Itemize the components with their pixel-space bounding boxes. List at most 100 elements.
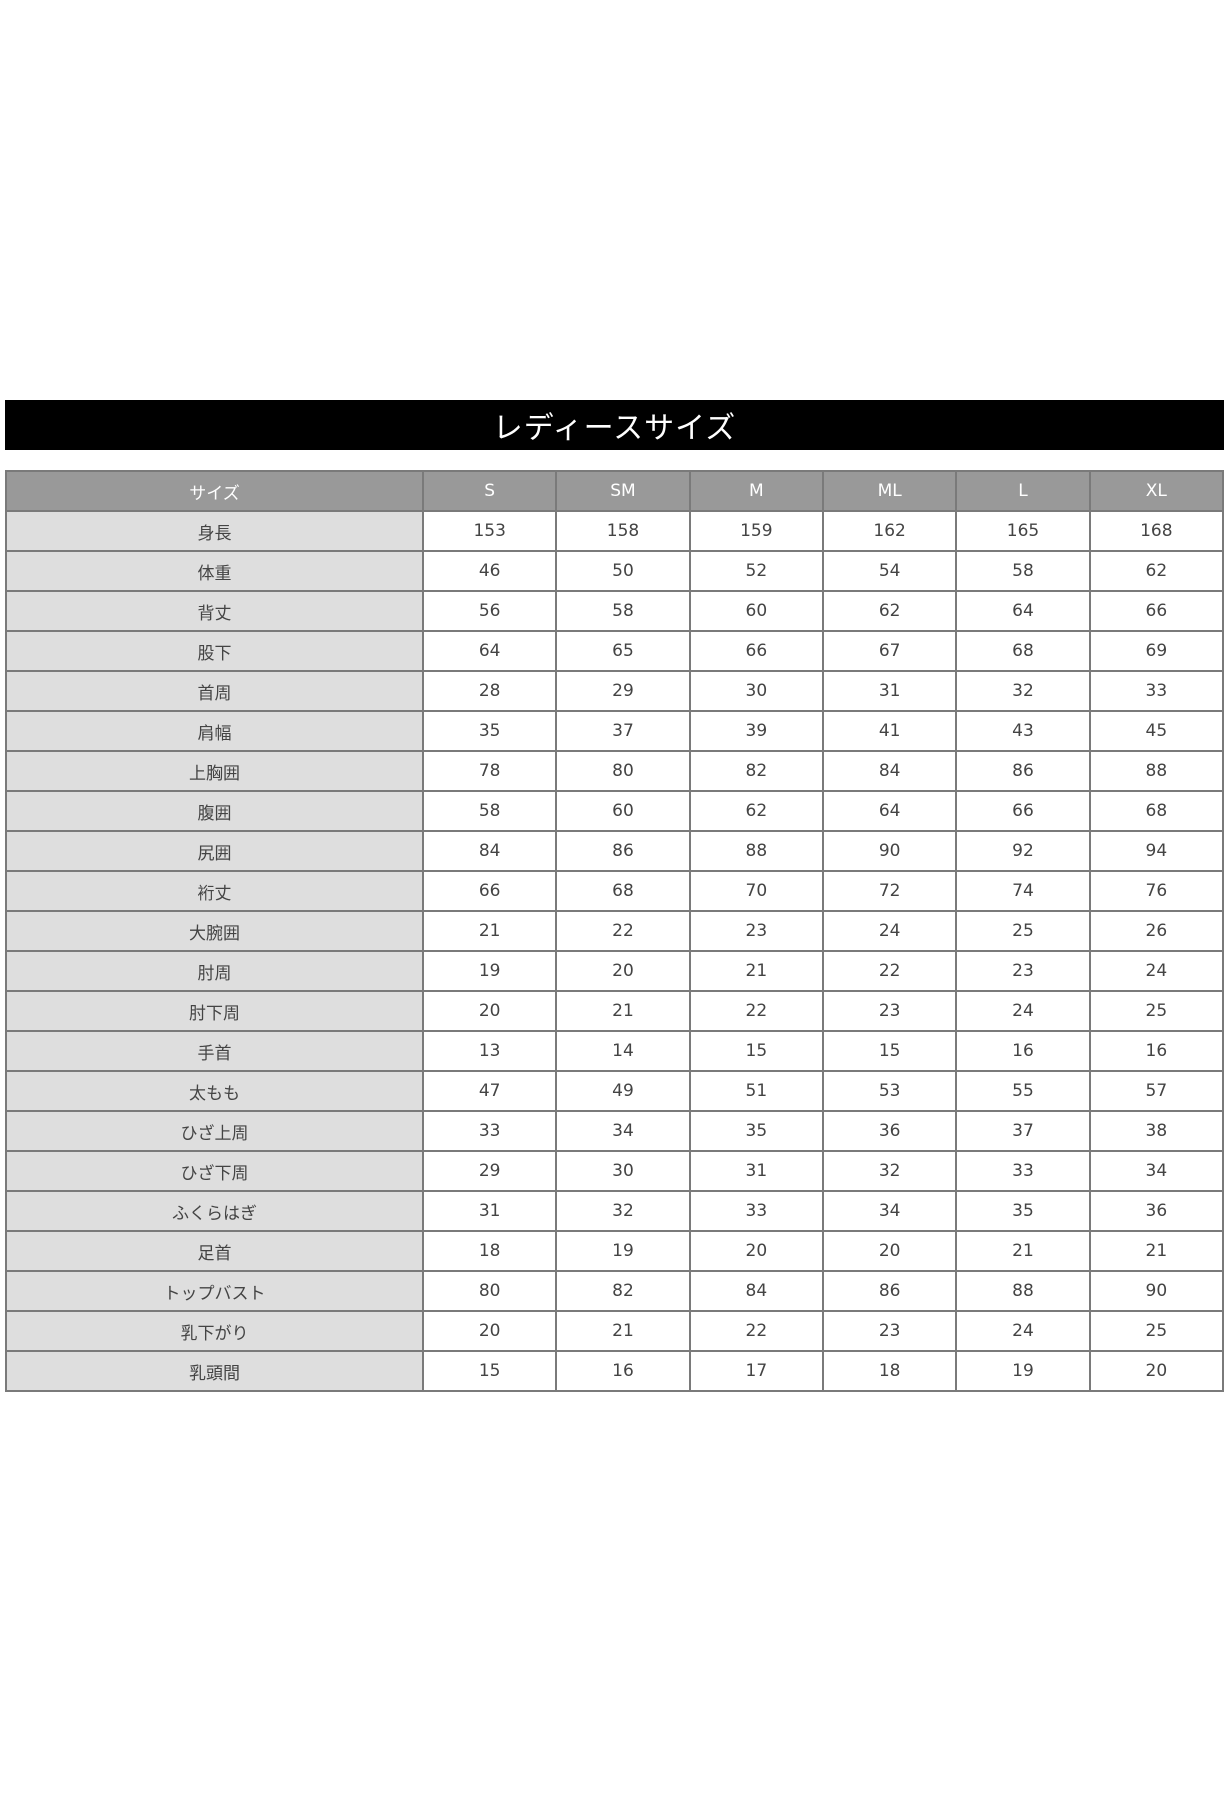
table-cell: 56 — [421, 590, 558, 632]
table-cell: 24 — [821, 910, 958, 952]
table-row: 足首 18 19 20 20 21 21 — [5, 1230, 1225, 1272]
table-cell: 20 — [688, 1230, 824, 1272]
table-cell: 16 — [555, 1350, 691, 1392]
table-row: 身長 153 158 159 162 165 168 — [5, 510, 1225, 552]
table-row: 乳頭間 15 16 17 18 19 20 — [5, 1350, 1225, 1392]
table-cell: 94 — [1088, 830, 1225, 872]
table-cell: 86 — [555, 830, 691, 872]
table-cell: 54 — [821, 550, 958, 592]
table-row: 体重 46 50 52 54 58 62 — [5, 550, 1225, 592]
table-cell: 15 — [421, 1350, 558, 1392]
table-cell: 20 — [421, 1310, 558, 1352]
table-cell: 58 — [955, 550, 1091, 592]
table-cell: 50 — [555, 550, 691, 592]
table-cell: 88 — [955, 1270, 1091, 1312]
table-row: 上胸囲 78 80 82 84 86 88 — [5, 750, 1225, 792]
header-size-label: サイズ — [5, 470, 424, 512]
table-row: 首周 28 29 30 31 32 33 — [5, 670, 1225, 712]
row-label: 肘周 — [5, 950, 424, 992]
table-cell: 23 — [955, 950, 1091, 992]
row-label: 肩幅 — [5, 710, 424, 752]
table-cell: 62 — [1088, 550, 1225, 592]
table-cell: 34 — [821, 1190, 958, 1232]
table-cell: 36 — [1088, 1190, 1225, 1232]
table-row: 背丈 56 58 60 62 64 66 — [5, 590, 1225, 632]
table-cell: 25 — [1088, 1310, 1225, 1352]
table-cell: 29 — [555, 670, 691, 712]
table-cell: 55 — [955, 1070, 1091, 1112]
table-cell: 159 — [688, 510, 824, 552]
table-cell: 34 — [1088, 1150, 1225, 1192]
table-cell: 22 — [821, 950, 958, 992]
row-label: 尻囲 — [5, 830, 424, 872]
row-label: 股下 — [5, 630, 424, 672]
table-row: トップバスト 80 82 84 86 88 90 — [5, 1270, 1225, 1312]
table-cell: 22 — [688, 1310, 824, 1352]
table-cell: 35 — [955, 1190, 1091, 1232]
table-cell: 35 — [688, 1110, 824, 1152]
table-cell: 41 — [821, 710, 958, 752]
table-cell: 16 — [955, 1030, 1091, 1072]
header-size-xl: XL — [1088, 470, 1225, 512]
table-cell: 86 — [955, 750, 1091, 792]
table-cell: 65 — [555, 630, 691, 672]
table-cell: 76 — [1088, 870, 1225, 912]
row-label: 腹囲 — [5, 790, 424, 832]
table-cell: 28 — [421, 670, 558, 712]
table-cell: 22 — [555, 910, 691, 952]
table-row: 肘下周 20 21 22 23 24 25 — [5, 990, 1225, 1032]
table-cell: 18 — [421, 1230, 558, 1272]
row-label: 身長 — [5, 510, 424, 552]
table-cell: 24 — [955, 990, 1091, 1032]
table-cell: 38 — [1088, 1110, 1225, 1152]
table-cell: 35 — [421, 710, 558, 752]
table-row: 尻囲 84 86 88 90 92 94 — [5, 830, 1225, 872]
table-cell: 20 — [821, 1230, 958, 1272]
table-row: ひざ上周 33 34 35 36 37 38 — [5, 1110, 1225, 1152]
table-cell: 72 — [821, 870, 958, 912]
table-cell: 165 — [955, 510, 1091, 552]
table-cell: 39 — [688, 710, 824, 752]
table-cell: 52 — [688, 550, 824, 592]
row-label: 乳頭間 — [5, 1350, 424, 1392]
row-label: 上胸囲 — [5, 750, 424, 792]
table-cell: 19 — [421, 950, 558, 992]
table-cell: 58 — [555, 590, 691, 632]
table-cell: 15 — [688, 1030, 824, 1072]
table-cell: 21 — [555, 1310, 691, 1352]
table-cell: 33 — [1088, 670, 1225, 712]
row-label: 裄丈 — [5, 870, 424, 912]
table-cell: 25 — [955, 910, 1091, 952]
row-label: トップバスト — [5, 1270, 424, 1312]
table-cell: 37 — [555, 710, 691, 752]
header-size-sm: SM — [555, 470, 691, 512]
table-cell: 22 — [688, 990, 824, 1032]
table-cell: 24 — [1088, 950, 1225, 992]
table-cell: 24 — [955, 1310, 1091, 1352]
table-cell: 53 — [821, 1070, 958, 1112]
header-size-m: M — [688, 470, 824, 512]
table-cell: 32 — [555, 1190, 691, 1232]
table-cell: 62 — [688, 790, 824, 832]
table-cell: 20 — [555, 950, 691, 992]
table-cell: 19 — [555, 1230, 691, 1272]
table-cell: 21 — [1088, 1230, 1225, 1272]
table-cell: 84 — [821, 750, 958, 792]
table-cell: 84 — [688, 1270, 824, 1312]
table-cell: 18 — [821, 1350, 958, 1392]
table-cell: 31 — [688, 1150, 824, 1192]
row-label: 乳下がり — [5, 1310, 424, 1352]
table-cell: 69 — [1088, 630, 1225, 672]
row-label: 背丈 — [5, 590, 424, 632]
table-cell: 30 — [688, 670, 824, 712]
table-cell: 32 — [955, 670, 1091, 712]
table-cell: 64 — [955, 590, 1091, 632]
table-row: 肘周 19 20 21 22 23 24 — [5, 950, 1225, 992]
table-cell: 13 — [421, 1030, 558, 1072]
row-label: ひざ下周 — [5, 1150, 424, 1192]
table-cell: 64 — [421, 630, 558, 672]
table-cell: 90 — [821, 830, 958, 872]
table-row: 乳下がり 20 21 22 23 24 25 — [5, 1310, 1225, 1352]
table-cell: 46 — [421, 550, 558, 592]
table-cell: 64 — [821, 790, 958, 832]
